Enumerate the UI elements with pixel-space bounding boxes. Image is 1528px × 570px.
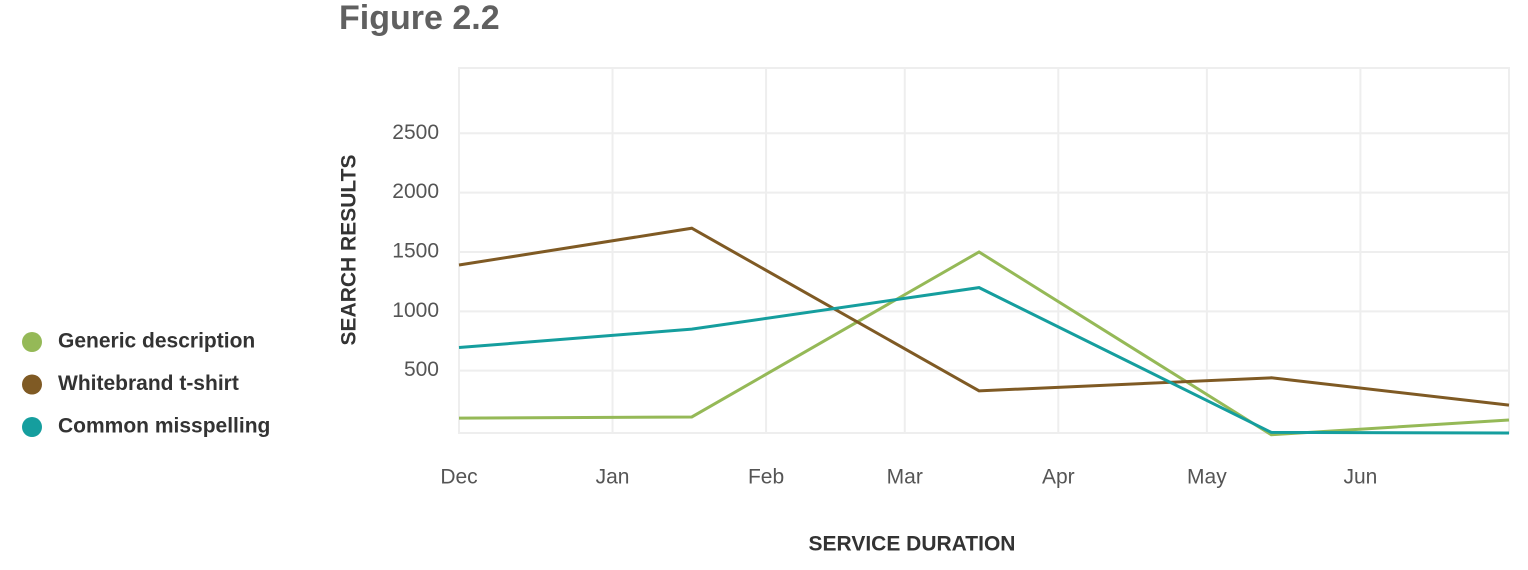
x-tick-label: Apr (1042, 466, 1075, 489)
x-tick-label: Dec (440, 466, 477, 489)
y-tick-label: 2500 (392, 121, 439, 144)
x-tick-label: Jan (596, 466, 630, 489)
legend-label: Generic description (58, 330, 255, 353)
legend-label: Whitebrand t-shirt (58, 372, 239, 395)
line-series (458, 286, 1510, 435)
chart-title: Figure 2.2 (339, 0, 500, 37)
line-series (458, 226, 1510, 407)
x-axis-title: SERVICE DURATION (809, 533, 1016, 556)
y-tick-label: 1000 (392, 299, 439, 322)
legend-swatch (22, 332, 42, 352)
y-axis-title: SEARCH RESULTS (338, 155, 361, 346)
x-tick-label: May (1187, 466, 1227, 489)
x-tick-label: Jun (1343, 466, 1377, 489)
x-tick-label: Feb (748, 466, 784, 489)
y-tick-label: 500 (404, 358, 439, 381)
line-series (458, 250, 1510, 437)
x-tick-label: Mar (887, 466, 923, 489)
legend-label: Common misspelling (58, 415, 270, 438)
y-tick-label: 2000 (392, 180, 439, 203)
legend-swatch (22, 417, 42, 437)
plot-frame (458, 67, 1510, 434)
y-tick-label: 1500 (392, 240, 439, 263)
legend-swatch (22, 374, 42, 395)
